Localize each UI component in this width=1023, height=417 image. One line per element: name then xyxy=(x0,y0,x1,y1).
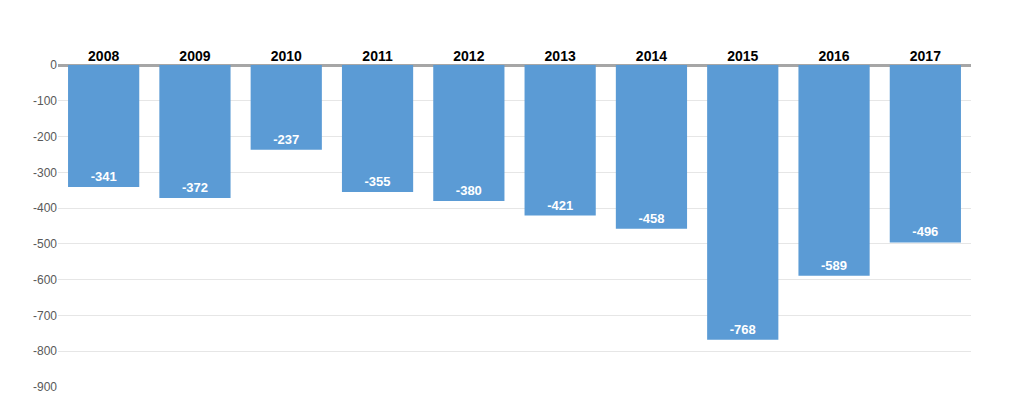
svg-text:-100: -100 xyxy=(33,94,57,108)
svg-text:2017: 2017 xyxy=(910,48,941,64)
svg-text:-380: -380 xyxy=(456,183,482,198)
svg-text:-355: -355 xyxy=(365,174,391,189)
svg-text:2015: 2015 xyxy=(727,48,758,64)
svg-text:-200: -200 xyxy=(33,130,57,144)
svg-text:2010: 2010 xyxy=(271,48,302,64)
svg-text:0: 0 xyxy=(50,58,57,72)
svg-text:-237: -237 xyxy=(273,132,299,147)
svg-text:2011: 2011 xyxy=(362,48,393,64)
svg-text:-341: -341 xyxy=(91,169,117,184)
svg-text:2012: 2012 xyxy=(453,48,484,64)
svg-text:-500: -500 xyxy=(33,237,57,251)
svg-text:2009: 2009 xyxy=(179,48,210,64)
svg-text:2008: 2008 xyxy=(88,48,119,64)
svg-text:-768: -768 xyxy=(730,322,756,337)
svg-text:-800: -800 xyxy=(33,344,57,358)
svg-text:-421: -421 xyxy=(547,198,573,213)
svg-text:-458: -458 xyxy=(638,211,664,226)
svg-text:2014: 2014 xyxy=(636,48,667,64)
svg-text:-496: -496 xyxy=(912,224,938,239)
svg-text:-589: -589 xyxy=(821,258,847,273)
svg-text:-372: -372 xyxy=(182,180,208,195)
svg-text:-300: -300 xyxy=(33,166,57,180)
svg-text:-600: -600 xyxy=(33,273,57,287)
svg-text:-900: -900 xyxy=(33,380,57,394)
svg-text:-400: -400 xyxy=(33,201,57,215)
svg-text:2013: 2013 xyxy=(545,48,576,64)
svg-text:2016: 2016 xyxy=(818,48,849,64)
svg-text:-700: -700 xyxy=(33,309,57,323)
